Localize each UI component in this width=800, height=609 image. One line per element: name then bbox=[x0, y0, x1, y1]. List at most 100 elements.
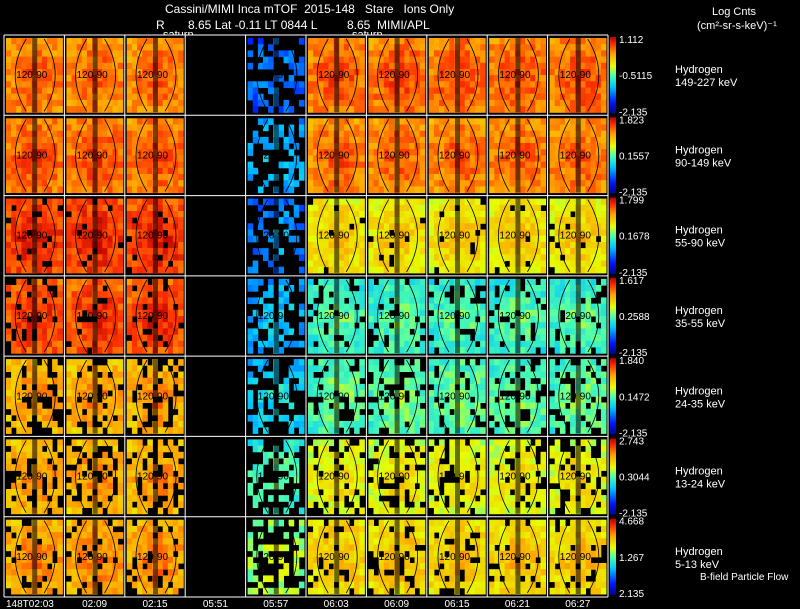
pixel bbox=[565, 155, 571, 163]
heatmap-cell-0-6: 120 90 bbox=[366, 35, 427, 116]
pixel bbox=[383, 130, 390, 138]
pixel bbox=[399, 217, 405, 224]
pixel bbox=[354, 408, 360, 416]
pixel bbox=[283, 390, 290, 397]
pixel bbox=[504, 118, 511, 125]
pixel bbox=[520, 69, 526, 76]
pixel bbox=[293, 81, 300, 88]
pixel bbox=[131, 118, 138, 125]
pixel bbox=[57, 291, 63, 298]
pixel bbox=[525, 285, 531, 292]
pixel bbox=[433, 167, 440, 175]
pixel bbox=[6, 414, 12, 422]
pixel bbox=[414, 285, 421, 292]
pixel bbox=[474, 198, 481, 206]
pixel bbox=[600, 248, 607, 255]
pixel bbox=[383, 285, 390, 292]
grid-label-90: 90 bbox=[97, 391, 109, 402]
pixel bbox=[399, 229, 405, 237]
pixel bbox=[21, 340, 27, 348]
pixel bbox=[283, 377, 290, 385]
pixel bbox=[107, 44, 113, 51]
pixel bbox=[444, 38, 450, 45]
pixel bbox=[530, 248, 536, 255]
pixel bbox=[554, 99, 561, 107]
pixel bbox=[328, 254, 335, 261]
pixel bbox=[383, 62, 390, 70]
pixel bbox=[112, 217, 119, 224]
pixel bbox=[76, 143, 83, 150]
pixel bbox=[26, 143, 33, 150]
pixel bbox=[399, 260, 405, 268]
pixel bbox=[76, 198, 83, 206]
pixel bbox=[530, 254, 536, 261]
pixel bbox=[349, 81, 355, 88]
pixel bbox=[318, 278, 324, 286]
pixel bbox=[263, 340, 269, 348]
pixel bbox=[433, 180, 440, 187]
pixel bbox=[318, 340, 324, 348]
pixel bbox=[444, 198, 450, 206]
pixel bbox=[404, 81, 410, 88]
pixel bbox=[47, 50, 53, 58]
pixel bbox=[86, 260, 93, 268]
pixel bbox=[21, 229, 27, 237]
pixel bbox=[600, 161, 607, 169]
pixel bbox=[26, 81, 33, 88]
pixel bbox=[252, 266, 259, 274]
pixel bbox=[71, 69, 78, 76]
pixel bbox=[323, 161, 329, 169]
pixel bbox=[112, 93, 119, 101]
pixel bbox=[388, 44, 395, 51]
pixel bbox=[323, 383, 329, 391]
pixel bbox=[419, 143, 426, 150]
pixel bbox=[404, 322, 410, 329]
pixel bbox=[449, 248, 455, 255]
pixel bbox=[102, 328, 108, 336]
pixel bbox=[137, 390, 143, 397]
pixel bbox=[600, 118, 607, 125]
pixel bbox=[162, 316, 169, 323]
pixel bbox=[378, 235, 385, 243]
pixel bbox=[530, 297, 536, 305]
pixel bbox=[554, 198, 561, 206]
pixel bbox=[36, 106, 43, 113]
pixel bbox=[338, 155, 345, 163]
pixel bbox=[293, 204, 300, 212]
pixel bbox=[433, 260, 440, 268]
pixel bbox=[97, 143, 103, 150]
pixel bbox=[107, 266, 113, 274]
pixel bbox=[102, 408, 108, 416]
pixel bbox=[343, 383, 350, 391]
field-line-east bbox=[406, 38, 418, 112]
pixel bbox=[419, 254, 426, 261]
pixel bbox=[368, 143, 374, 150]
pixel bbox=[464, 297, 471, 305]
pixel bbox=[530, 149, 536, 156]
pixel bbox=[147, 285, 153, 292]
pixel bbox=[117, 130, 124, 138]
pixel bbox=[469, 56, 476, 64]
pixel bbox=[86, 223, 93, 230]
grid-label-120: 120 bbox=[318, 70, 335, 81]
pixel bbox=[86, 229, 93, 237]
pixel bbox=[469, 149, 476, 156]
pixel bbox=[338, 291, 345, 298]
pixel bbox=[354, 38, 360, 45]
pixel bbox=[16, 402, 22, 410]
pixel bbox=[349, 340, 355, 348]
pixel bbox=[157, 124, 164, 132]
pixel bbox=[323, 260, 329, 268]
pixel bbox=[81, 143, 88, 150]
pixel bbox=[343, 130, 350, 138]
pixel bbox=[162, 62, 169, 70]
pixel bbox=[172, 118, 179, 125]
pixel bbox=[404, 309, 410, 317]
pixel bbox=[419, 204, 426, 212]
pixel bbox=[308, 235, 314, 243]
pixel bbox=[388, 303, 395, 311]
pixel bbox=[11, 359, 17, 366]
pixel bbox=[283, 297, 290, 305]
pixel bbox=[580, 235, 586, 243]
pixel bbox=[126, 186, 133, 194]
